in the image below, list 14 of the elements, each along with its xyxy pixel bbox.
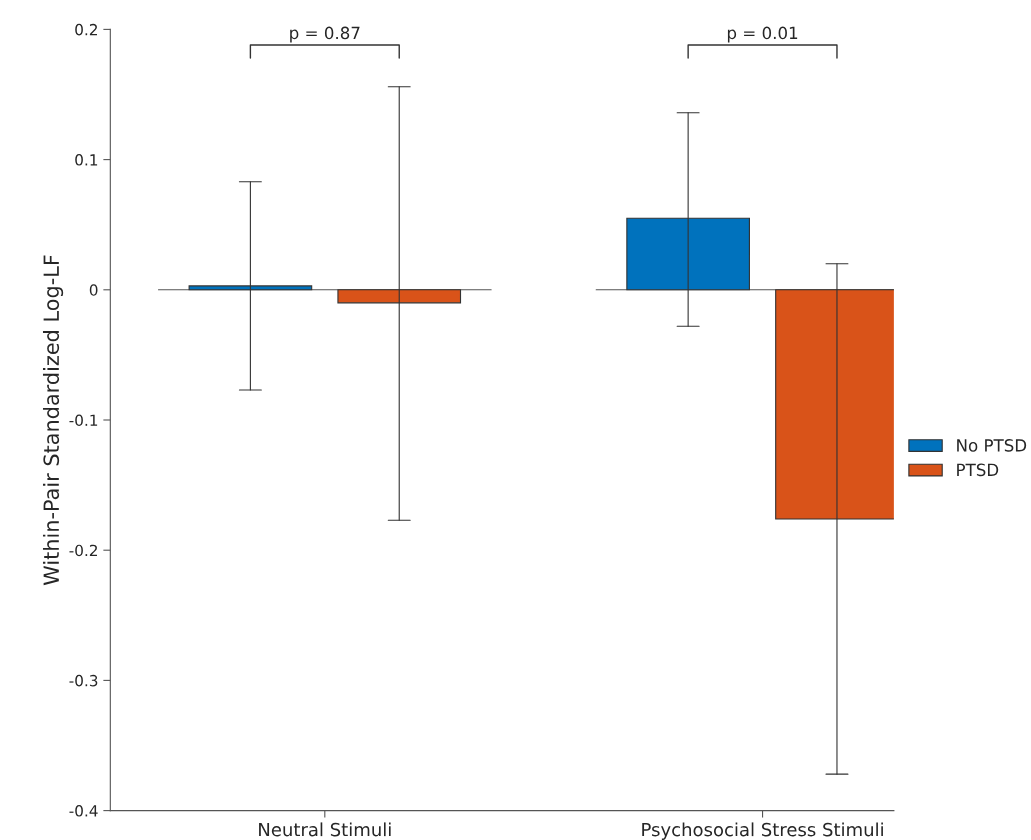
y-tick-label: -0.2: [69, 544, 97, 557]
y-tick-label: -0.1: [69, 414, 98, 427]
annotation: p = 0.01: [727, 26, 798, 43]
y-tick-label: 0.2: [75, 23, 97, 36]
annotation: p = 0.87: [290, 26, 360, 43]
x-tick-label: Neutral Stimuli: [259, 822, 391, 837]
y-tick-label: -0.3: [69, 674, 98, 687]
y-tick-label: 0: [89, 284, 98, 296]
y-tick-label: -0.4: [69, 805, 98, 817]
legend-label: PTSD: [957, 463, 999, 477]
y-axis-title: Within-Pair Standardized Log-LF: [42, 255, 64, 586]
x-tick-label: Psychosocial Stress Stimuli: [642, 822, 883, 840]
legend-label: No PTSD: [957, 439, 1027, 452]
y-tick-label: 0.1: [75, 154, 98, 166]
